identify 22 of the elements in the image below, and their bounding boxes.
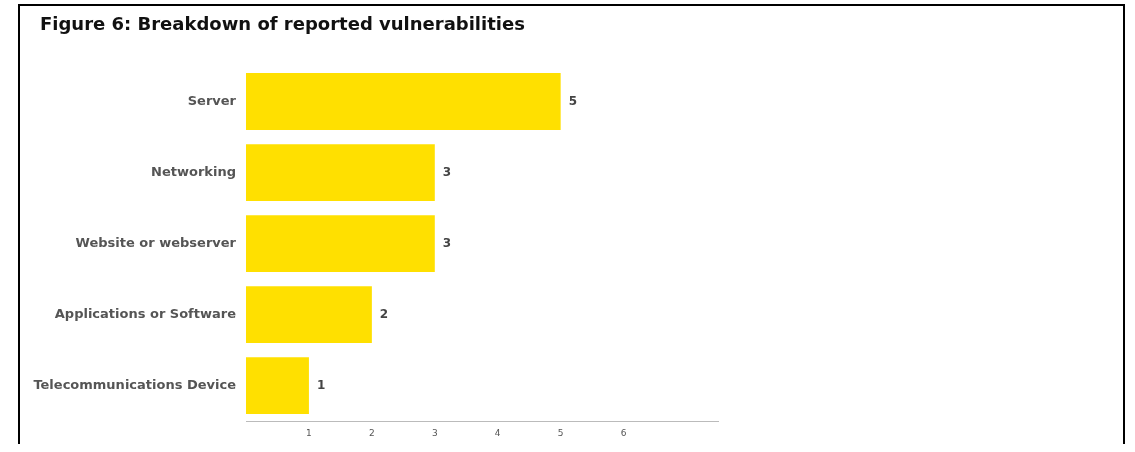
- bar: [246, 215, 435, 273]
- y-tick-label: Server: [187, 92, 237, 108]
- data-label: 2: [379, 306, 389, 321]
- x-tick-label: 1: [306, 427, 312, 438]
- y-tick-label: Networking: [151, 163, 236, 179]
- chart-title: Figure 6: Breakdown of reported vulnerabilities: [40, 13, 525, 34]
- bar: [246, 73, 561, 130]
- x-tick-label: 5: [557, 427, 564, 438]
- x-tick-label: 6: [620, 427, 627, 438]
- y-tick-label: Website or webserver: [75, 234, 237, 250]
- y-tick-label: Telecommunications Device: [33, 377, 237, 393]
- x-tick-label: 2: [369, 427, 375, 438]
- x-tick-label: 4: [494, 427, 501, 438]
- data-label: 5: [568, 93, 578, 108]
- x-tick-label: 3: [431, 427, 438, 438]
- bar: [246, 144, 435, 201]
- bar: [246, 357, 309, 415]
- data-label: 3: [442, 235, 452, 250]
- data-label: 3: [442, 164, 452, 179]
- y-tick-label: Applications or Software: [54, 306, 237, 322]
- bar: [246, 286, 372, 344]
- data-label: 1: [316, 377, 326, 392]
